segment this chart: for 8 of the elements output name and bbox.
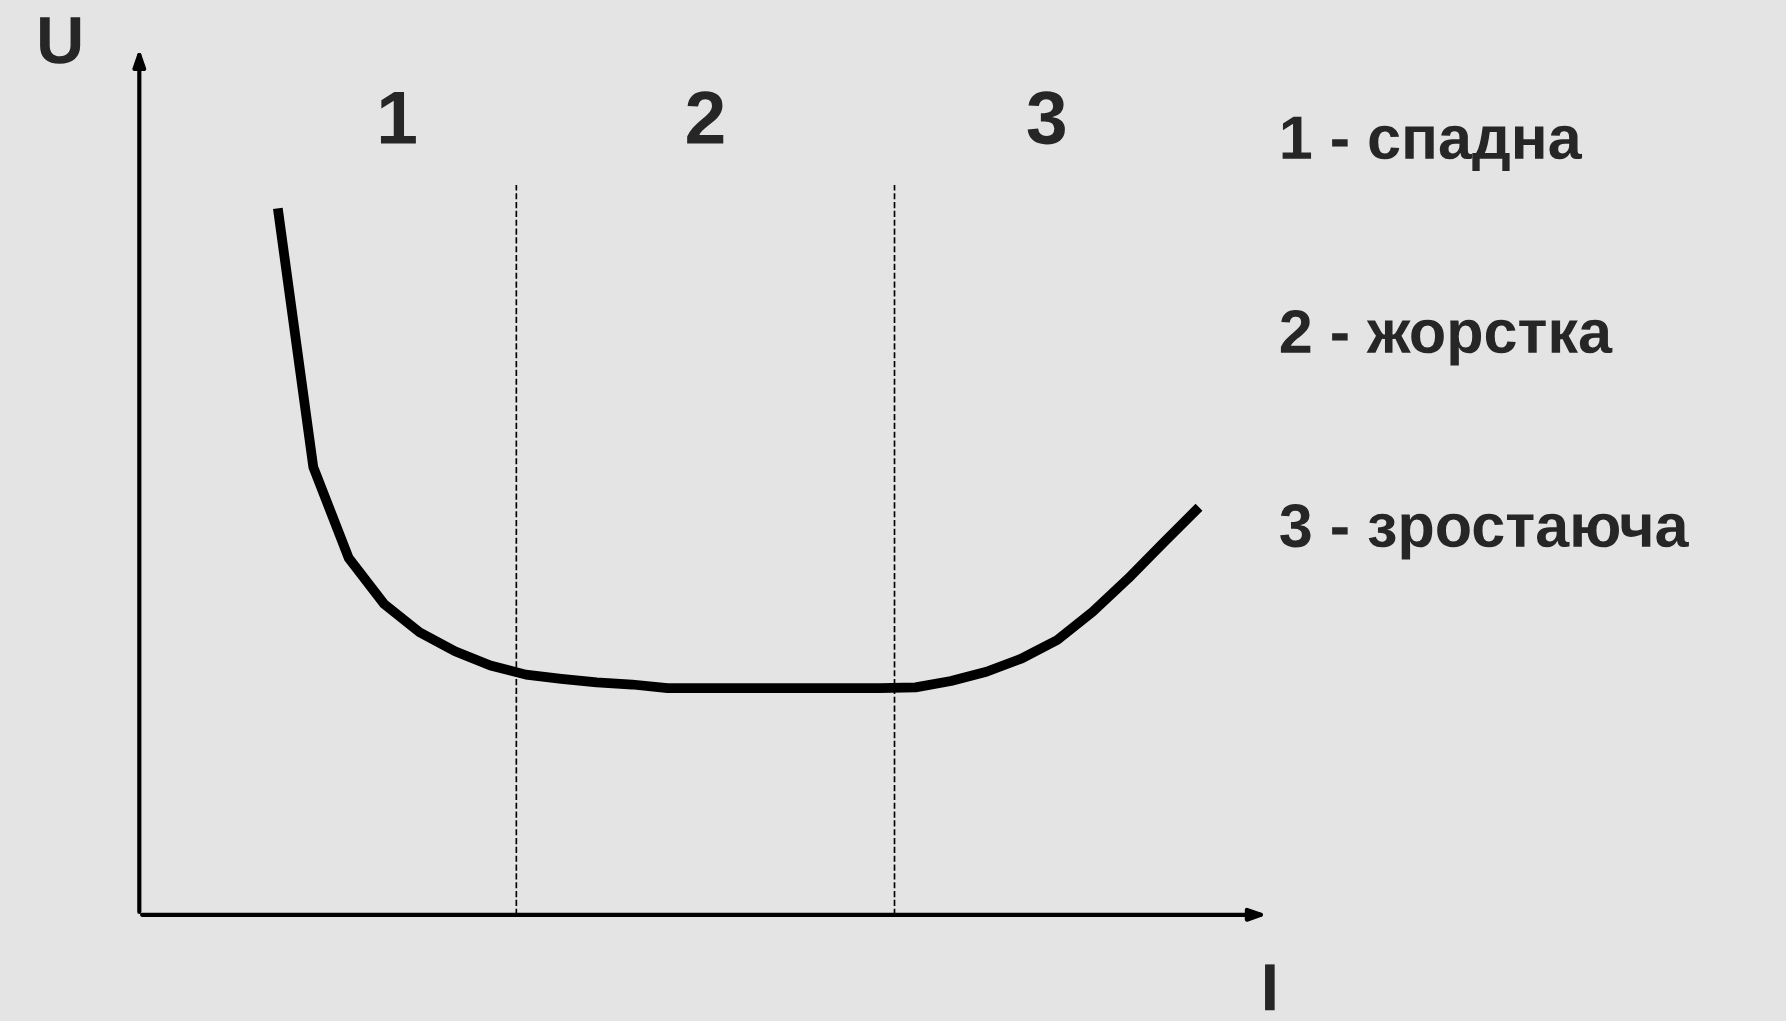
text: 1	[380, 91, 416, 144]
text: 3	[1027, 91, 1065, 145]
text: 3 - зростаюча	[1280, 504, 1689, 560]
text: 2 - жорстка	[1280, 310, 1613, 366]
text: 1 - спадна	[1282, 116, 1583, 171]
y-axis-title: U	[40, 17, 81, 64]
x-axis-title: I	[1265, 964, 1275, 1011]
text: 2	[687, 91, 724, 144]
